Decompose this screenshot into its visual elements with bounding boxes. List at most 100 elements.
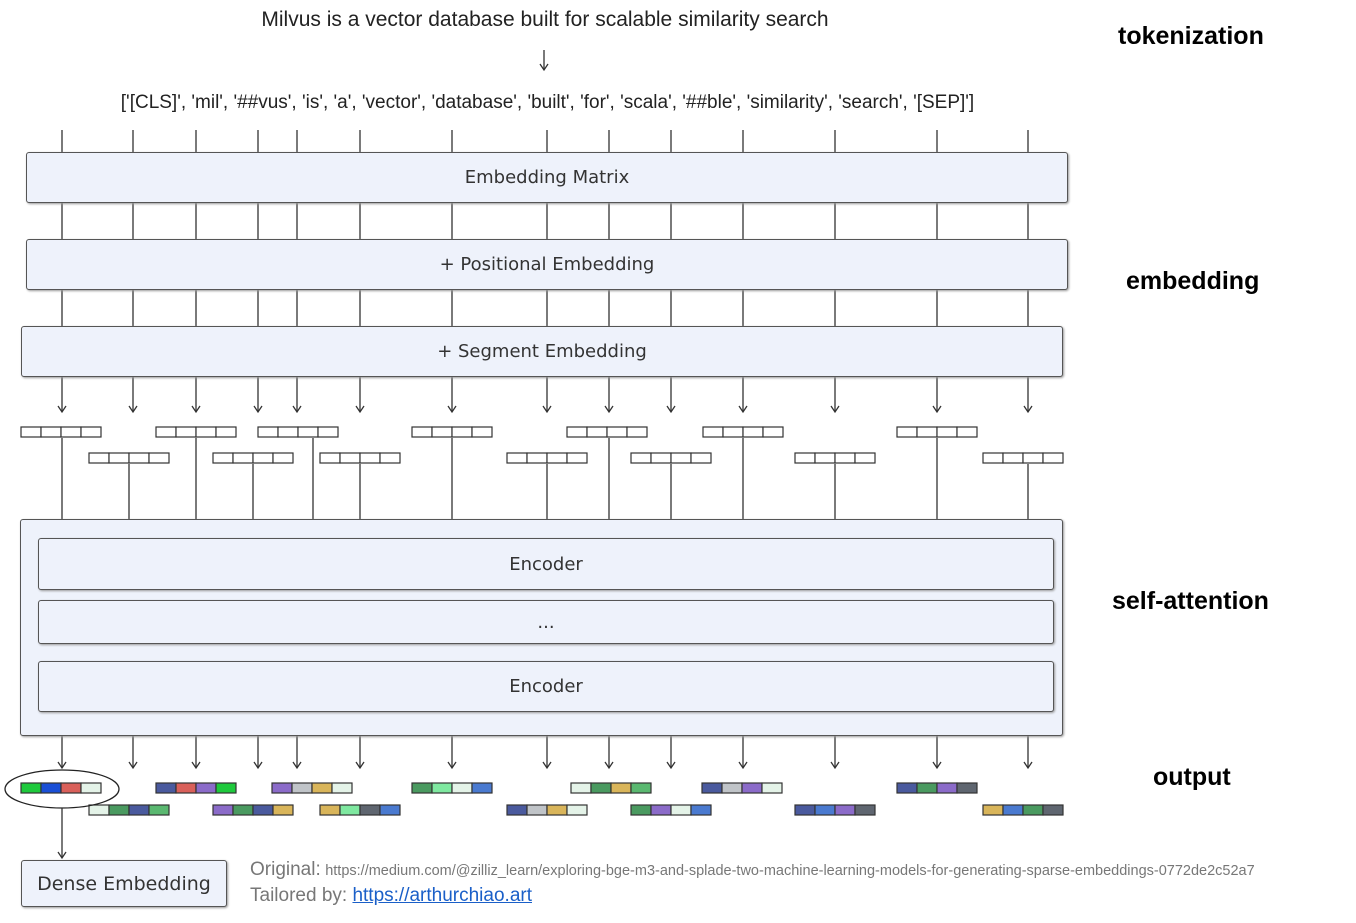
token-vector-empty-cell	[359, 452, 381, 464]
output-vector-cell	[506, 804, 528, 816]
output-vector-cell	[794, 804, 816, 816]
original-url[interactable]: https://medium.com/@zilliz_learn/explori…	[325, 863, 1255, 879]
embed-arrow-head	[666, 405, 676, 414]
output-vector-cell	[741, 782, 763, 794]
token-vector-empty-cell	[794, 452, 816, 464]
output-vector-cell	[431, 782, 453, 794]
token-vector-empty-cell	[896, 426, 918, 438]
output-vector-cell	[291, 782, 313, 794]
embed-arrow-head	[57, 405, 67, 414]
token-vector-empty-cell	[317, 426, 339, 438]
cls-to-dense-arrow-head	[57, 851, 67, 860]
output-vector-cell	[471, 782, 493, 794]
token-vector-empty-cell	[1042, 452, 1064, 464]
token-vector-empty-cell	[40, 426, 62, 438]
output-vector-cell	[1042, 804, 1064, 816]
output-vector-cell	[272, 804, 294, 816]
output-arrow-head	[830, 761, 840, 770]
output-vector-cell	[232, 804, 254, 816]
embed-arrow-head	[542, 405, 552, 414]
token-vector-empty-cell	[670, 452, 692, 464]
output-vector-cell	[670, 804, 692, 816]
stage-label-output: output	[1153, 763, 1231, 791]
stage-label-tokenization: tokenization	[1118, 22, 1264, 50]
stage-label-embedding: embedding	[1126, 267, 1260, 295]
token-vector-empty-cell	[566, 452, 588, 464]
embed-arrow-head	[447, 405, 457, 414]
encoder-block-top: Encoder	[38, 538, 1054, 590]
token-vector-empty-cell	[128, 452, 150, 464]
token-vector-empty-cell	[257, 426, 279, 438]
token-vector-empty-cell	[212, 452, 234, 464]
token-vector-empty-cell	[252, 452, 274, 464]
output-vector-cell	[195, 782, 217, 794]
output-vector-cell	[331, 782, 353, 794]
token-vector-empty-cell	[650, 452, 672, 464]
embed-arrow-head	[292, 405, 302, 414]
output-vector-cell	[175, 782, 197, 794]
token-vector-empty-cell	[155, 426, 177, 438]
token-vector-empty-cell	[834, 452, 856, 464]
token-vector-empty-cell	[60, 426, 82, 438]
output-arrow-head	[128, 761, 138, 770]
output-vector-cell	[570, 782, 592, 794]
output-vector-cell	[590, 782, 612, 794]
footer-tailored: Tailored by: https://arthurchiao.art	[250, 885, 532, 907]
tailored-link[interactable]: https://arthurchiao.art	[352, 885, 532, 906]
token-vector-empty-cell	[626, 426, 648, 438]
token-vector-empty-cell	[232, 452, 254, 464]
output-vector-cell	[128, 804, 150, 816]
token-vector-empty-cell	[471, 426, 493, 438]
output-vector-cell	[721, 782, 743, 794]
token-vector-empty-cell	[108, 452, 130, 464]
token-vector-empty-cell	[339, 452, 361, 464]
token-vector-empty-cell	[80, 426, 102, 438]
output-vector-cell	[88, 804, 110, 816]
output-vector-cell	[546, 804, 568, 816]
token-vector-empty-cell	[630, 452, 652, 464]
output-vector-cell	[630, 782, 652, 794]
output-vector-cell	[148, 804, 170, 816]
output-arrow-head	[738, 761, 748, 770]
output-vector-cell	[854, 804, 876, 816]
segment-embedding-block: + Segment Embedding	[21, 326, 1063, 377]
token-vector-empty-cell	[88, 452, 110, 464]
embed-arrow-head	[932, 405, 942, 414]
token-vector-empty-cell	[546, 452, 568, 464]
output-vector-cell	[215, 782, 237, 794]
output-vector-cell	[155, 782, 177, 794]
token-vector-empty-cell	[526, 452, 548, 464]
output-vector-cell	[20, 782, 42, 794]
output-vector-cell	[630, 804, 652, 816]
token-vector-empty-cell	[956, 426, 978, 438]
token-vector-empty-cell	[431, 426, 453, 438]
output-vector-cell	[936, 782, 958, 794]
token-vector-empty-cell	[411, 426, 433, 438]
token-vector-empty-cell	[702, 426, 724, 438]
output-arrow-head	[447, 761, 457, 770]
output-vector-cell	[108, 804, 130, 816]
token-vector-empty-cell	[451, 426, 473, 438]
token-vector-empty-cell	[936, 426, 958, 438]
token-vector-empty-cell	[982, 452, 1004, 464]
token-vector-empty-cell	[215, 426, 237, 438]
output-vector-cell	[956, 782, 978, 794]
output-vector-cell	[896, 782, 918, 794]
output-vector-cell	[1002, 804, 1024, 816]
output-vector-cell	[40, 782, 62, 794]
output-vector-cell	[311, 782, 333, 794]
embed-arrow-head	[604, 405, 614, 414]
output-vector-cell	[814, 804, 836, 816]
output-vector-cell	[252, 804, 274, 816]
original-label: Original:	[250, 859, 321, 880]
output-vector-cell	[701, 782, 723, 794]
token-vector-empty-cell	[606, 426, 628, 438]
embed-arrow-head	[738, 405, 748, 414]
token-vector-empty-cell	[742, 426, 764, 438]
output-vector-cell	[379, 804, 401, 816]
token-vector-empty-cell	[297, 426, 319, 438]
output-vector-cell	[80, 782, 102, 794]
output-vector-cell	[1022, 804, 1044, 816]
